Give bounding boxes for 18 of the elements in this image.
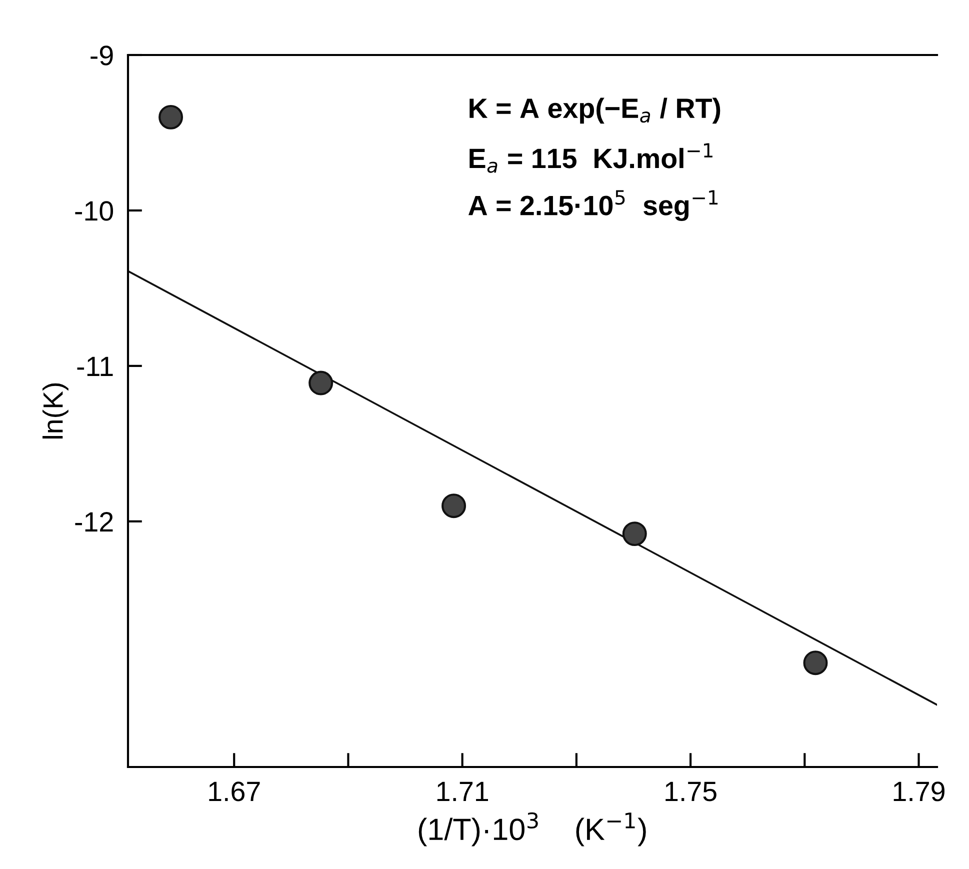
y-tick-label: -12: [75, 512, 113, 532]
x-tick-label: 1.79: [894, 782, 944, 802]
point: [803, 650, 828, 676]
y-tick-label: -11: [77, 356, 113, 376]
point: [308, 370, 334, 396]
point: [622, 522, 647, 546]
y-tick-label: -10: [75, 201, 114, 221]
annotation: A = 2.15·10$^{5}$ seg$^{−1}$: [468, 190, 718, 221]
point: [442, 494, 466, 518]
y-axis-title: ln(K): [42, 383, 68, 438]
y-tick-label: -9: [90, 46, 113, 66]
x-tick-label: 1.67: [209, 782, 260, 802]
annotation: E$_{a}$ = 115 KJ.mol$^{−1}$: [470, 143, 712, 173]
x-tick-label: 1.75: [666, 782, 716, 802]
point: [158, 104, 184, 130]
text: (1/T)·10$^{3}$ (K$^{−1}$): [418, 812, 646, 846]
annotation: K = A exp(−E$_{a}$ / RT): [470, 98, 720, 124]
x-tick-label: 1.71: [437, 782, 488, 802]
